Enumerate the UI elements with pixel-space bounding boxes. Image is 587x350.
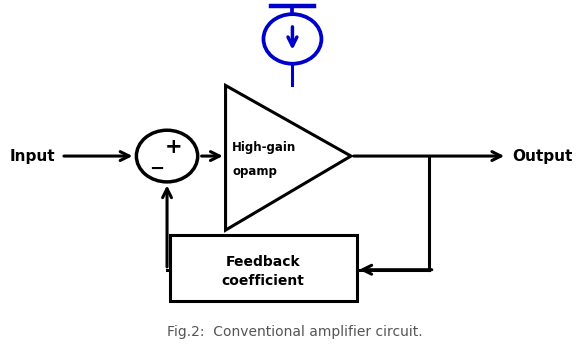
- Text: Fig.2:  Conventional amplifier circuit.: Fig.2: Conventional amplifier circuit.: [167, 324, 423, 338]
- Text: Input: Input: [10, 148, 56, 163]
- Text: +: +: [165, 138, 183, 158]
- Text: −: −: [150, 160, 164, 178]
- Text: High-gain: High-gain: [232, 141, 296, 154]
- Text: opamp: opamp: [232, 165, 277, 178]
- Text: Feedback: Feedback: [226, 255, 301, 269]
- Text: coefficient: coefficient: [222, 274, 305, 288]
- Text: Output: Output: [512, 148, 573, 163]
